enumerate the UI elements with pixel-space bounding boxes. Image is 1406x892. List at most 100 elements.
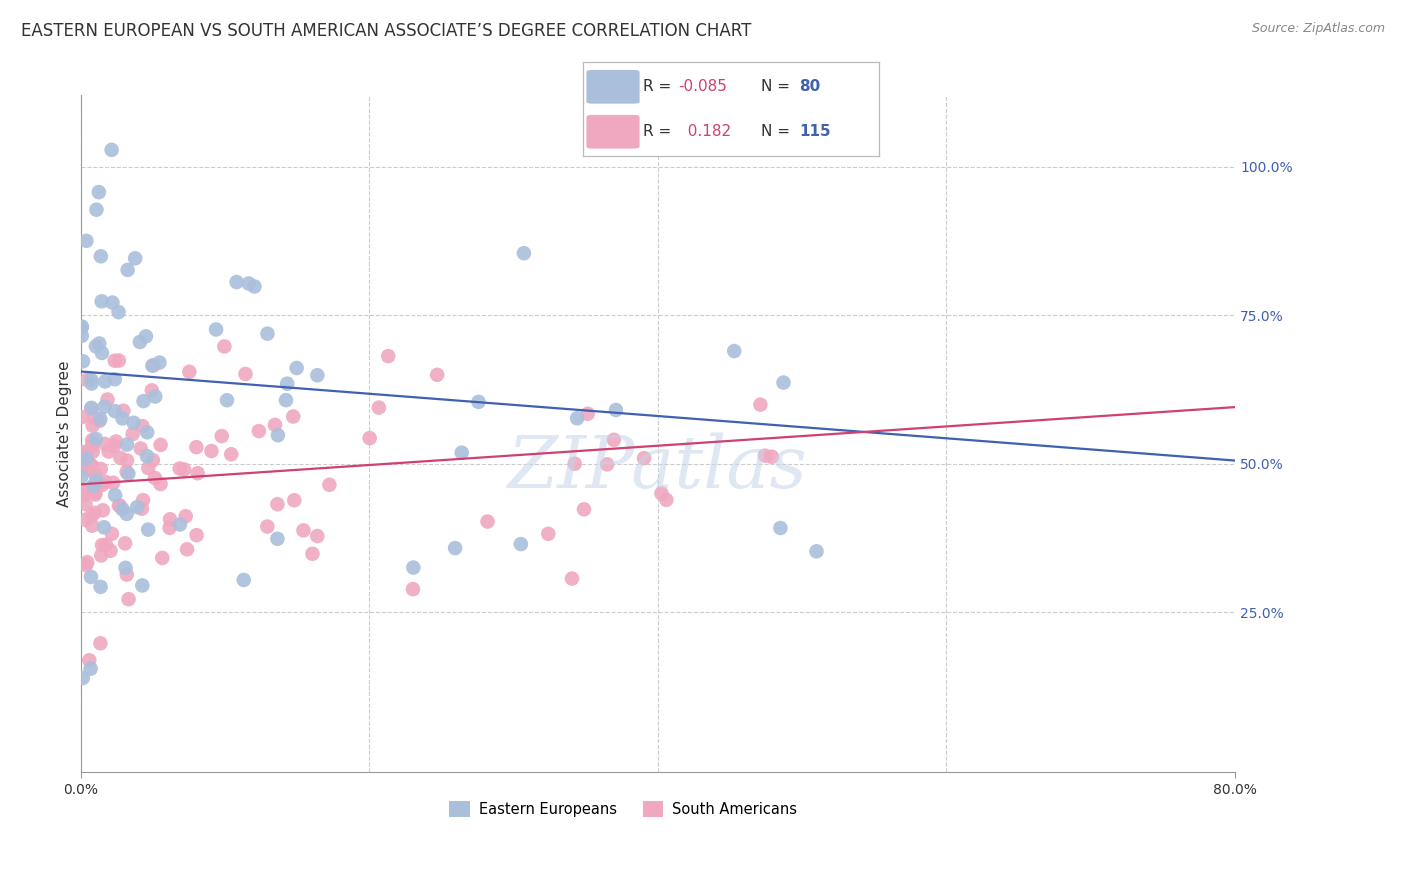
Point	[596, 458, 619, 472]
Point	[77, 462, 100, 476]
Point	[76, 456, 98, 470]
Point	[307, 368, 329, 383]
Point	[110, 450, 132, 465]
Point	[122, 416, 145, 430]
Point	[149, 438, 172, 452]
Point	[142, 453, 165, 467]
Point	[90, 346, 112, 360]
Legend: Eastern Europeans, South Americans: Eastern Europeans, South Americans	[443, 795, 803, 822]
Text: ZIPatlas: ZIPatlas	[508, 433, 807, 503]
Point	[136, 461, 159, 475]
Point	[402, 560, 425, 574]
Point	[70, 469, 93, 483]
Point	[135, 329, 157, 343]
Point	[101, 526, 124, 541]
Point	[108, 499, 131, 513]
Point	[214, 339, 236, 353]
Point	[143, 471, 166, 485]
Point	[131, 419, 153, 434]
Point	[121, 427, 143, 442]
Point	[91, 538, 114, 552]
Point	[70, 320, 93, 334]
Point	[605, 403, 627, 417]
Point	[104, 372, 127, 386]
Point	[318, 477, 340, 491]
Point	[91, 478, 114, 492]
Point	[83, 506, 105, 520]
Point	[806, 544, 828, 558]
Point	[87, 185, 110, 199]
Point	[101, 475, 124, 490]
Point	[70, 328, 93, 343]
Point	[131, 578, 153, 592]
Point	[276, 376, 298, 391]
Point	[117, 263, 139, 277]
Point	[72, 445, 94, 459]
Point	[749, 398, 772, 412]
Point	[79, 662, 101, 676]
Point	[83, 410, 105, 425]
Point	[90, 580, 112, 594]
Point	[70, 319, 93, 334]
Text: N =: N =	[761, 124, 794, 139]
Point	[513, 246, 536, 260]
Point	[243, 279, 266, 293]
Point	[141, 359, 163, 373]
Point	[283, 409, 305, 424]
Point	[564, 457, 586, 471]
Point	[301, 547, 323, 561]
Point	[73, 485, 96, 500]
Point	[509, 537, 531, 551]
Point	[115, 437, 138, 451]
Point	[149, 477, 172, 491]
Point	[761, 450, 783, 464]
Point	[90, 462, 112, 476]
Point	[115, 453, 138, 467]
Point	[76, 555, 98, 569]
Point	[96, 392, 118, 407]
Point	[285, 361, 308, 376]
Point	[84, 432, 107, 446]
Point	[94, 475, 117, 489]
Point	[80, 570, 103, 584]
Point	[90, 294, 112, 309]
Point	[572, 502, 595, 516]
Point	[89, 636, 111, 650]
Point	[90, 549, 112, 563]
Point	[84, 485, 107, 500]
Point	[91, 503, 114, 517]
Point	[264, 417, 287, 432]
Point	[84, 483, 107, 497]
FancyBboxPatch shape	[586, 70, 640, 103]
Point	[283, 493, 305, 508]
Point	[169, 517, 191, 532]
Point	[769, 521, 792, 535]
Point	[104, 404, 127, 418]
Point	[75, 558, 97, 573]
Point	[565, 411, 588, 425]
Point	[124, 252, 146, 266]
Point	[84, 467, 107, 481]
Point	[75, 451, 97, 466]
Point	[450, 445, 472, 459]
Point	[80, 401, 103, 416]
Point	[150, 550, 173, 565]
Point	[80, 376, 103, 391]
Point	[561, 572, 583, 586]
Point	[75, 513, 97, 527]
Point	[104, 488, 127, 502]
Point	[117, 467, 139, 481]
Point	[94, 538, 117, 552]
Text: R =: R =	[643, 124, 676, 139]
Point	[200, 444, 222, 458]
Point	[132, 493, 155, 508]
Point	[174, 509, 197, 524]
Point	[256, 326, 278, 341]
Point	[402, 582, 425, 596]
Point	[115, 507, 138, 521]
Point	[80, 401, 103, 415]
Point	[111, 502, 134, 516]
Point	[537, 526, 560, 541]
Y-axis label: Associate's Degree: Associate's Degree	[58, 360, 72, 507]
Point	[169, 461, 191, 475]
